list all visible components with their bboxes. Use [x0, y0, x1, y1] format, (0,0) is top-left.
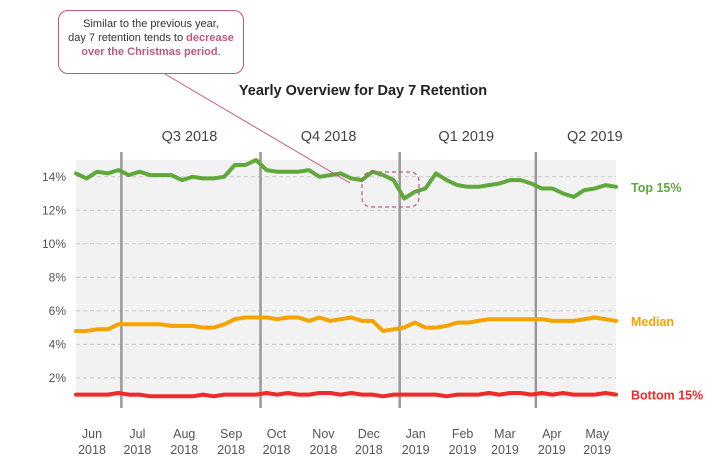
x-tick-month: Jan	[406, 427, 426, 441]
chart-title: Yearly Overview for Day 7 Retention	[238, 83, 488, 99]
x-tick-month: Aug	[173, 427, 195, 441]
x-tick-month: Feb	[452, 427, 474, 441]
x-tick-year: 2019	[402, 443, 430, 457]
x-tick-month: Jun	[82, 427, 102, 441]
x-tick-year: 2018	[78, 443, 106, 457]
x-tick-month: Mar	[494, 427, 516, 441]
x-tick-year: 2018	[263, 443, 291, 457]
x-tick-month: Dec	[358, 427, 380, 441]
y-tick-label: 6%	[49, 304, 67, 318]
x-tick-year: 2019	[538, 443, 566, 457]
x-tick-month: Jul	[129, 427, 145, 441]
series-lines	[74, 158, 618, 399]
series-label: Median	[631, 315, 674, 329]
x-tick-year: 2018	[355, 443, 383, 457]
series-line-median	[74, 315, 618, 333]
series-line-bottom-15	[74, 391, 618, 399]
y-tick-label: 8%	[49, 270, 67, 284]
x-tick-year: 2018	[170, 443, 198, 457]
x-tick-year: 2018	[310, 443, 338, 457]
quarter-label: Q3 2018	[162, 129, 218, 145]
annotation-line-1: Similar to the previous year,	[83, 18, 219, 30]
annotation-pointer	[164, 73, 351, 184]
y-tick-label: 4%	[49, 337, 67, 351]
x-tick-year: 2018	[217, 443, 245, 457]
y-tick-label: 10%	[42, 237, 66, 251]
plot-background	[76, 160, 616, 398]
x-tick-month: Sep	[220, 427, 242, 441]
quarter-label: Q2 2019	[567, 129, 623, 145]
x-tick-year: 2019	[449, 443, 477, 457]
annotation-highlight-1: decrease	[186, 32, 234, 44]
annotation-line-2: day 7 retention tends to	[68, 32, 187, 44]
y-tick-label: 12%	[42, 203, 66, 217]
x-tick-month: Oct	[267, 427, 287, 441]
quarter-labels: Q3 2018 Q4 2018 Q1 2019 Q2 2019	[162, 129, 623, 145]
series-line-top-15	[74, 158, 618, 201]
x-tick-year: 2019	[583, 443, 611, 457]
y-axis: 2% 4% 6% 8% 10% 12% 14%	[42, 170, 66, 385]
x-tick-month: Apr	[542, 427, 561, 441]
series-label: Bottom 15%	[631, 389, 703, 403]
x-tick-year: 2018	[123, 443, 151, 457]
series-labels: Top 15% Median Bottom 15%	[631, 181, 703, 403]
annotation-line-3-suffix: .	[217, 46, 221, 58]
grid-lines	[76, 176, 616, 379]
x-tick-month: Nov	[312, 427, 335, 441]
quarter-label: Q1 2019	[438, 129, 494, 145]
annotation-highlight-2: over the Christmas period	[81, 46, 218, 58]
x-tick-year: 2019	[491, 443, 519, 457]
quarter-label: Q4 2018	[301, 129, 357, 145]
y-tick-label: 2%	[49, 371, 67, 385]
x-axis: Jun 2018 Jul 2018 Aug 2018 Sep 2018 Oct 2018 Nov 20…	[78, 427, 611, 457]
annotation-callout: Similar to the previous year, day 7 rete…	[58, 10, 244, 74]
x-tick-month: May	[585, 427, 609, 441]
series-label: Top 15%	[631, 181, 681, 195]
y-tick-label: 14%	[42, 170, 66, 184]
